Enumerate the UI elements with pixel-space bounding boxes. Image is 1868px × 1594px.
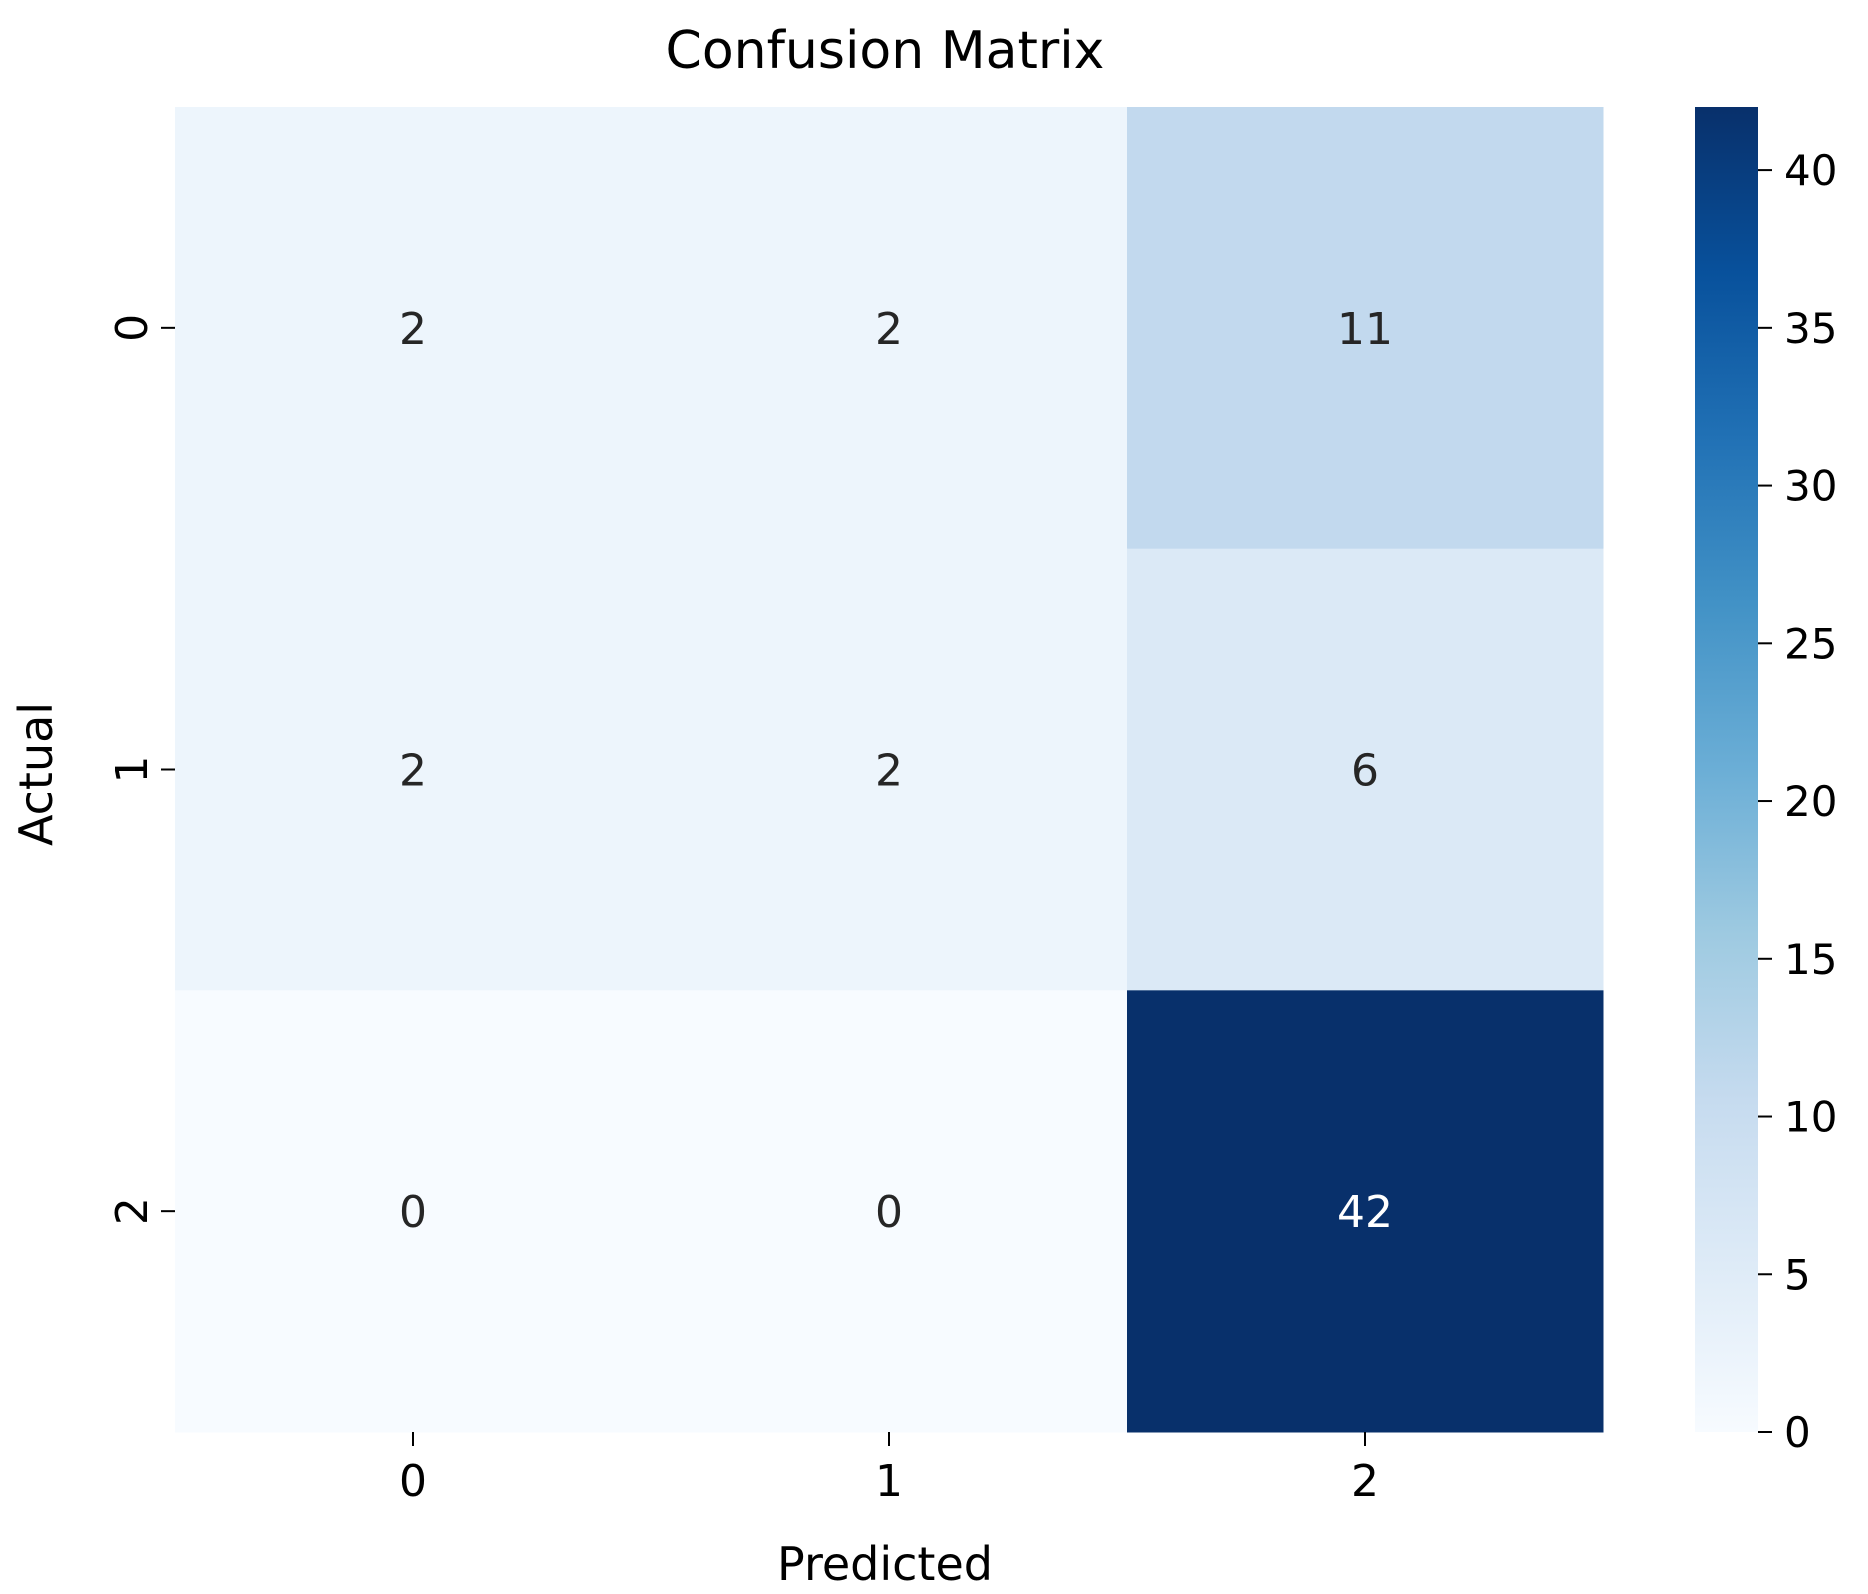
colorbar [1695,107,1758,1432]
colorbar-tick-label: 5 [1784,1250,1811,1299]
cell-value-label: 2 [875,746,903,797]
colorbar-ticks: 0 5 10 15 20 25 30 35 40 [1758,146,1837,1457]
cell-value-label: 6 [1351,746,1379,797]
y-tick-label: 1 [107,756,158,784]
colorbar-tick-label: 40 [1784,146,1837,195]
colorbar-tick-label: 0 [1784,1408,1811,1457]
colorbar-tick-label: 35 [1784,304,1837,353]
y-axis: 0 1 2 [107,314,175,1225]
cell-value-label: 2 [399,304,427,355]
x-axis: 0 1 2 [399,1432,1379,1507]
y-tick-label: 2 [107,1197,158,1225]
cell-value-label: 0 [875,1187,903,1238]
y-axis-label: Actual [9,702,63,846]
cell-value-label: 11 [1337,304,1393,355]
y-tick-label: 0 [107,314,158,342]
heatmap-cell [651,107,1128,550]
heatmap-cell [175,548,652,991]
cell-value-label: 42 [1337,1187,1393,1238]
chart-title: Confusion Matrix [666,21,1105,81]
colorbar-tick-label: 10 [1784,1093,1837,1142]
colorbar-tick-label: 20 [1784,777,1837,826]
colorbar-tick-label: 25 [1784,619,1837,668]
heatmap-cell [651,990,1128,1433]
heatmap-cell [1127,548,1604,991]
x-axis-label: Predicted [777,1537,993,1589]
cell-value-label: 2 [875,304,903,355]
heatmap-cell [175,990,652,1433]
colorbar-tick-label: 30 [1784,462,1837,511]
x-tick-label: 2 [1351,1456,1379,1507]
colorbar-tick-label: 15 [1784,935,1837,984]
heatmap-cell [1127,990,1604,1433]
x-tick-label: 0 [399,1456,427,1507]
heatmap-cell [651,548,1128,991]
heatmap-cell [175,107,652,550]
x-tick-label: 1 [875,1456,903,1507]
cell-value-label: 2 [399,746,427,797]
cell-value-label: 0 [399,1187,427,1238]
heatmap-cells: 2 2 11 2 2 6 0 0 42 [175,107,1604,1433]
heatmap-cell [1127,107,1604,550]
